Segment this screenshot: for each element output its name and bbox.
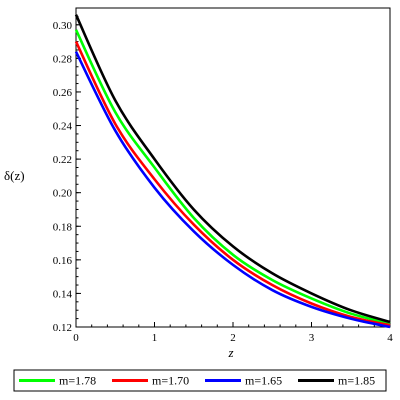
legend-label: m=1.78 [59,374,96,388]
series-line-m=1.78 [74,29,391,325]
x-tick-label: 1 [152,332,158,344]
y-tick-label: 0.12 [53,322,72,334]
y-tick-label: 0.28 [53,53,73,65]
y-tick-label: 0.24 [53,121,73,133]
legend-label: m=1.70 [152,374,189,388]
x-tick-label: 3 [309,332,315,344]
y-tick-label: 0.16 [53,255,73,267]
y-tick-label: 0.20 [53,188,73,200]
plot-frame [75,7,391,328]
x-axis-label: z [227,345,233,360]
y-tick-label: 0.18 [53,221,73,233]
legend-box [13,369,387,392]
legend-label: m=1.65 [245,374,282,388]
axis-ticks: 0 1 2 3 4 0.12 0.14 0.16 0.18 0.20 0.22 0.24 0.26 0.2… [53,7,393,344]
legend-label: m=1.85 [338,374,375,388]
series-line-m=1.85 [74,14,391,324]
y-tick-label: 0.22 [53,154,72,166]
x-tick-label: 4 [387,332,393,344]
y-tick-label: 0.14 [53,288,73,300]
x-tick-label: 2 [230,332,236,344]
y-tick-label: 0.26 [53,87,73,99]
y-axis-label: δ(z) [4,168,25,183]
plot-border [75,7,391,328]
series-line-m=1.70 [74,41,391,327]
x-tick-label: 0 [73,332,79,344]
y-tick-label: 0.30 [53,20,73,32]
series-line-m=1.65 [74,51,391,329]
legend: m=1.78 m=1.70 m=1.65 m=1.85 [13,369,387,392]
series-lines [74,14,391,329]
